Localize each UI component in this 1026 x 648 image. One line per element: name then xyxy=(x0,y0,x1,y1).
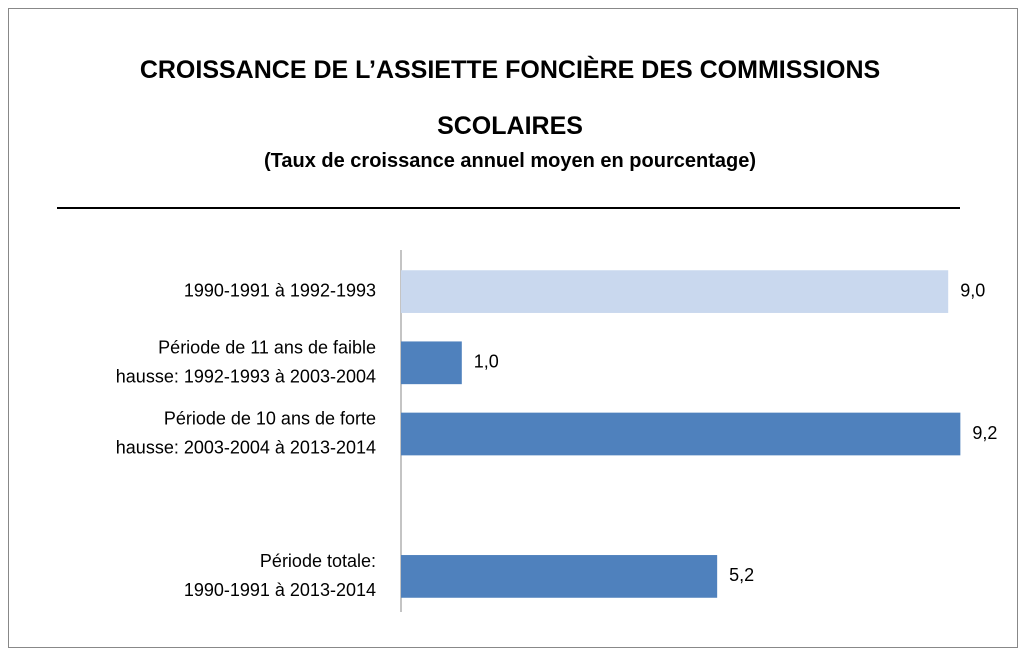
y-tick-label: Période de 11 ans de faible hausse: 1992-… xyxy=(116,337,376,386)
y-tick-label: Période totale: 1990-1991 à 2013-2014 xyxy=(184,551,376,600)
y-tick-label: 1990-1991 à 1992-1993 xyxy=(184,280,376,300)
data-label: 9,2 xyxy=(972,423,997,443)
title-rule xyxy=(57,207,960,209)
y-tick-label-line: hausse: 2003-2004 à 2013-2014 xyxy=(116,437,376,457)
chart: 1990-1991 à 1992-1993 9,0 Période de 11 an… xyxy=(116,250,997,612)
bar xyxy=(401,412,961,456)
bar xyxy=(401,270,949,313)
bar xyxy=(401,341,462,385)
chart-title: CROISSANCE DE L’ASSIETTE FONCIÈRE DES CO… xyxy=(139,56,881,140)
chart-subtitle: (Taux de croissance annuel moyen en pour… xyxy=(264,150,756,172)
y-tick-label-line: 1990-1991 à 1992-1993 xyxy=(184,280,376,300)
bar xyxy=(401,555,718,598)
y-tick-label-line: Période de 11 ans de faible xyxy=(158,337,376,357)
page: {"chart_data": {"type": "barh", "title":… xyxy=(8,8,1018,648)
y-tick-label-line: hausse: 1992-1993 à 2003-2004 xyxy=(116,366,376,386)
data-label: 5,2 xyxy=(729,565,754,585)
y-tick-label-line: Période totale: xyxy=(260,551,376,571)
y-tick-label-line: Période de 10 ans de forte xyxy=(164,408,376,428)
y-tick-label: Période de 10 ans de forte hausse: 2003-2… xyxy=(116,408,376,457)
y-tick-label-line: 1990-1991 à 2013-2014 xyxy=(184,580,376,600)
data-label: 1,0 xyxy=(474,352,499,372)
data-label: 9,0 xyxy=(960,280,985,300)
